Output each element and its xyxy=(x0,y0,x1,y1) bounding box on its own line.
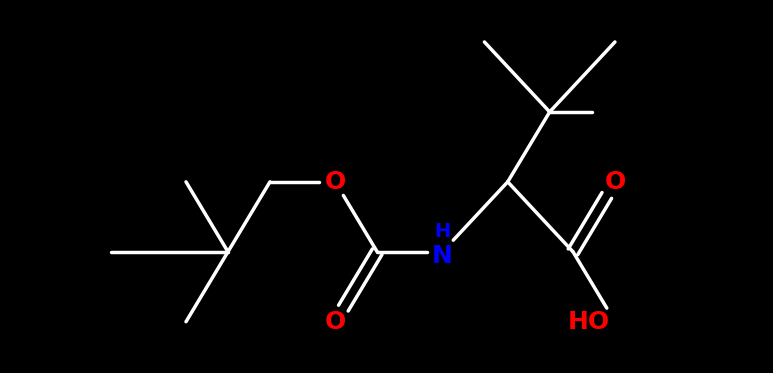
Text: O: O xyxy=(325,310,346,334)
Text: O: O xyxy=(325,170,346,194)
Text: HO: HO xyxy=(568,310,611,334)
Text: H: H xyxy=(434,222,451,241)
Text: N: N xyxy=(432,244,453,269)
Text: O: O xyxy=(604,170,625,194)
